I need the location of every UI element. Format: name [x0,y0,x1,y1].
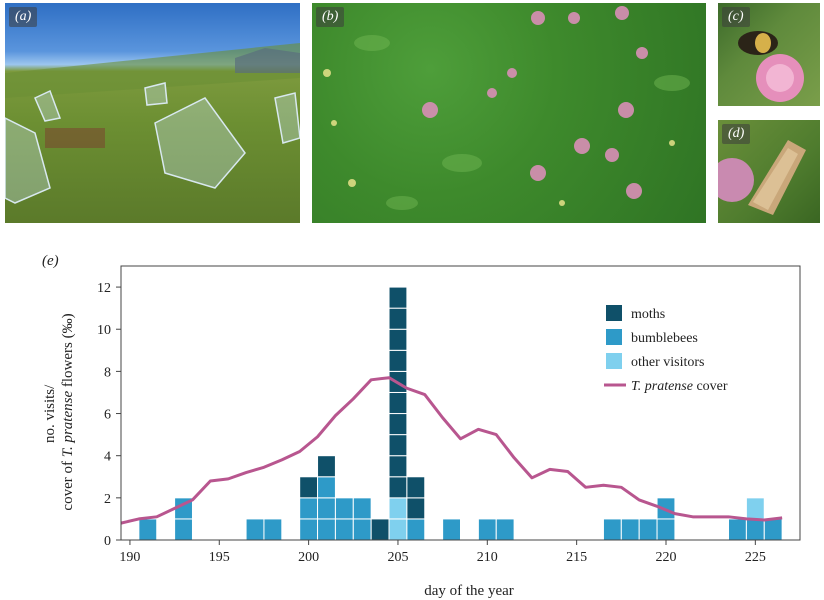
bar-bumblebees-day-201 [317,518,336,541]
bar-bumblebees-day-202 [334,518,354,541]
legend-swatch-bumblebees [606,329,622,345]
x-tick-label: 225 [745,550,766,565]
bar-moths-day-200 [299,476,319,499]
x-tick-label: 205 [387,550,408,565]
bar-bumblebees-day-206 [406,518,426,541]
panel-label-e: (e) [42,253,59,269]
y-axis-label-line1: no. visits/ [42,384,58,443]
bar-bumblebees-day-217 [602,518,622,541]
bar-bumblebees-day-219 [638,518,658,541]
x-tick-label: 190 [119,550,140,565]
panel-label-b: (b) [316,7,345,27]
y-tick-label: 12 [97,281,111,296]
legend-label-moths: moths [631,307,665,322]
bar-moths-day-205 [388,286,408,309]
bar-bumblebees-day-200 [299,497,319,520]
bar-bumblebees-day-210 [477,518,497,541]
x-tick-label: 195 [209,550,230,565]
bar-bumblebees-day-203 [352,518,372,541]
bar-moths-day-205 [388,455,408,478]
chart-legend: moths bumblebees other visitors T. pratense… [604,305,728,394]
bar-moths-day-206 [406,476,426,499]
legend-label-other: other visitors [631,355,705,370]
x-tick-label: 200 [298,550,319,565]
bar-other-day-205 [388,518,408,541]
bar-moths-day-205 [388,476,408,499]
x-axis-ticks: 190 195 200 205 210 215 220 225 [119,540,766,565]
bar-moths-day-201 [317,455,336,478]
y-tick-label: 8 [104,365,111,380]
bar-moths-day-205 [388,391,408,415]
photo-bumblebee-on-clover: (c) [718,3,820,106]
x-tick-label: 210 [477,550,498,565]
y-axis-label-post: flowers (‰) [60,313,76,390]
y-tick-label: 0 [104,534,111,549]
enclosure-sketch [5,43,300,204]
bar-bumblebees-day-211 [495,518,515,541]
y-tick-label: 10 [97,323,111,338]
y-axis-ticks: 0 2 4 6 8 10 12 [97,281,121,549]
bar-bumblebees-day-191 [138,518,158,541]
bar-bumblebees-day-203 [352,497,372,520]
panel-label-a: (a) [9,7,38,27]
photo-moth-on-clover: (d) [718,120,820,223]
y-tick-label: 4 [104,450,111,465]
bar-moths-day-205 [388,349,408,372]
bar-other-day-205 [388,497,408,520]
y-tick-label: 6 [104,408,111,423]
cover-series-line [120,376,783,525]
y-tick-label: 2 [104,492,111,507]
bar-moths-day-205 [388,413,408,436]
bar-moths-day-205 [388,307,408,330]
legend-label-cover: T. pratense cover [631,379,728,394]
legend-label-bumblebees: bumblebees [631,331,698,346]
panel-label-d: (d) [722,124,751,144]
legend-swatch-moths [606,305,622,321]
bar-bumblebees-day-226 [763,518,783,541]
bar-moths-day-205 [388,328,408,351]
bar-moths-day-204 [370,518,390,541]
x-tick-label: 215 [566,550,587,565]
x-axis-label: day of the year [424,583,514,599]
moth-sketch [718,140,806,215]
panel-label-c: (c) [722,7,750,27]
bar-bumblebees-day-220 [656,518,676,541]
bar-bumblebees-day-201 [317,497,336,520]
bar-bumblebees-day-202 [334,497,354,520]
bumblebee-sketch [738,31,804,102]
y-axis-label: no. visits/ cover of T. pratense flowers… [42,313,76,510]
photo-alpine-enclosures: (a) [5,3,300,223]
y-axis-label-species: T. pratense [60,391,76,458]
y-axis-label-line2: cover of T. pratense flowers (‰) [60,313,76,510]
bar-bumblebees-day-225 [745,518,765,541]
bar-bumblebees-day-198 [263,518,283,541]
bar-bumblebees-day-193 [174,518,193,541]
bar-bumblebees-day-224 [728,518,747,541]
plot-frame [120,265,801,541]
bar-bumblebees-day-200 [299,518,319,541]
bar-other-day-225 [745,497,765,520]
bar-layer [138,286,783,541]
bar-bumblebees-day-197 [245,518,265,541]
bar-bumblebees-day-201 [317,476,336,499]
bar-bumblebees-day-218 [620,518,640,541]
bar-bumblebees-day-208 [442,518,462,541]
bar-moths-day-206 [406,497,426,520]
x-tick-label: 220 [655,550,676,565]
clover-sketch [323,6,690,210]
bar-moths-day-205 [388,434,408,457]
photo-clover-meadow: (b) [312,3,706,223]
y-axis-label-pre: cover of [60,457,76,510]
legend-swatch-other [606,353,622,369]
